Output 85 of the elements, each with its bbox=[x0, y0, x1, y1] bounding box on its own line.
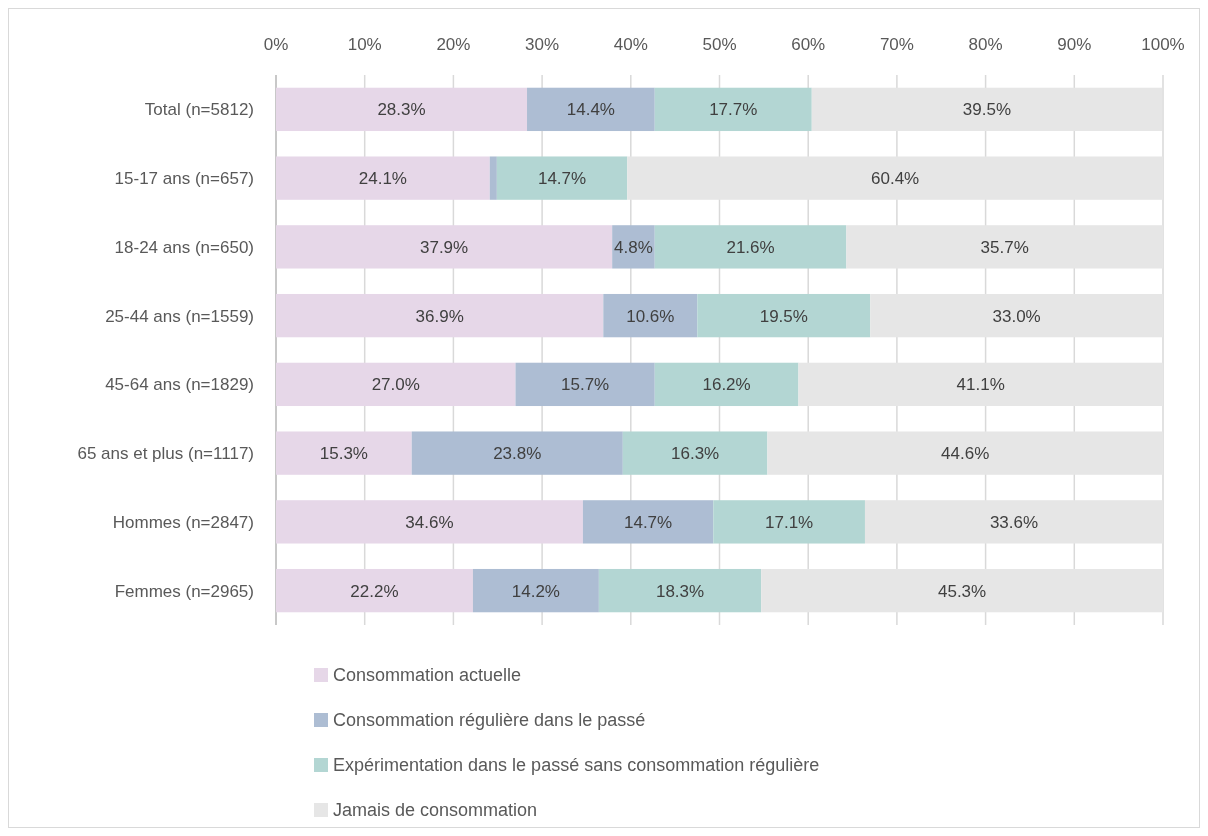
bar bbox=[603, 293, 698, 338]
y-tick-label: Hommes (n=2847) bbox=[112, 512, 254, 532]
x-tick-label: 90% bbox=[1057, 35, 1092, 54]
data-label: 18.3% bbox=[655, 581, 705, 601]
bar bbox=[622, 431, 768, 475]
bar bbox=[276, 156, 490, 200]
data-label: 45.3% bbox=[937, 581, 987, 601]
bar bbox=[276, 87, 528, 132]
bar bbox=[598, 568, 762, 613]
x-tick-label: 70% bbox=[879, 35, 914, 54]
legend-label: Consommation régulière dans le passé bbox=[333, 710, 646, 731]
y-tick-label: 25-44 ans (n=1559) bbox=[105, 306, 254, 326]
bar bbox=[811, 87, 1163, 132]
bar bbox=[761, 568, 1163, 613]
x-tick-label: 60% bbox=[791, 35, 826, 54]
x-tick-label: 40% bbox=[613, 35, 648, 54]
data-label: 27.0% bbox=[371, 375, 420, 395]
bar bbox=[276, 293, 604, 338]
y-tick-label: 65 ans et plus (n=1117) bbox=[77, 444, 254, 464]
data-label: 39.5% bbox=[962, 100, 1012, 120]
bar bbox=[713, 500, 865, 544]
bar bbox=[276, 362, 516, 407]
legend-label: Expérimentation dans le passé sans consommation régulière bbox=[333, 755, 820, 776]
bar bbox=[582, 500, 714, 544]
data-label: 34.6% bbox=[405, 512, 454, 532]
data-label: 16.3% bbox=[671, 444, 720, 464]
data-label: 36.9% bbox=[415, 306, 464, 326]
y-tick-label: 45-64 ans (n=1829) bbox=[105, 375, 254, 395]
bar bbox=[489, 156, 497, 200]
bar bbox=[697, 293, 871, 338]
data-label: 15.7% bbox=[561, 375, 610, 395]
y-tick-label: Total (n=5812) bbox=[144, 100, 254, 120]
data-label: 10.6% bbox=[626, 306, 675, 326]
x-tick-label: 0% bbox=[263, 35, 289, 54]
x-tick-label: 80% bbox=[968, 35, 1003, 54]
bar bbox=[496, 156, 628, 200]
legend-label: Jamais de consommation bbox=[333, 800, 538, 821]
bar bbox=[411, 431, 623, 475]
bar bbox=[527, 87, 655, 132]
data-label: 33.0% bbox=[992, 306, 1041, 326]
bar bbox=[798, 362, 1163, 407]
bar bbox=[627, 156, 1163, 200]
data-label: 4.8% bbox=[614, 237, 653, 257]
data-label: 60.4% bbox=[871, 169, 920, 189]
bar bbox=[276, 225, 613, 269]
bar bbox=[654, 362, 799, 407]
data-label: 44.6% bbox=[941, 444, 990, 464]
bar bbox=[654, 87, 812, 132]
bar bbox=[864, 500, 1163, 544]
data-label: 35.7% bbox=[980, 237, 1029, 257]
bar bbox=[472, 568, 599, 613]
bar bbox=[515, 362, 655, 407]
x-tick-label: 30% bbox=[525, 35, 560, 54]
data-label: 23.8% bbox=[493, 444, 542, 464]
data-label: 14.2% bbox=[511, 581, 560, 601]
legend-label: Consommation actuelle bbox=[333, 665, 522, 686]
x-tick-label: 20% bbox=[436, 35, 471, 54]
x-tick-label: 100% bbox=[1141, 35, 1185, 54]
data-label: 28.3% bbox=[377, 100, 426, 120]
data-label: 14.7% bbox=[537, 169, 587, 189]
y-tick-label: Femmes (n=2965) bbox=[114, 581, 254, 601]
data-label: 16.2% bbox=[702, 375, 751, 395]
bar bbox=[276, 500, 583, 544]
data-label: 17.7% bbox=[709, 100, 758, 120]
bar bbox=[870, 293, 1163, 338]
data-label: 19.5% bbox=[759, 306, 808, 326]
data-label: 14.4% bbox=[566, 100, 615, 120]
data-label: 37.9% bbox=[419, 237, 469, 257]
bar bbox=[654, 225, 847, 269]
data-label: 41.1% bbox=[956, 375, 1005, 395]
bar bbox=[846, 225, 1163, 269]
data-label: 22.2% bbox=[350, 581, 399, 601]
bar bbox=[276, 431, 412, 475]
data-label: 33.6% bbox=[989, 512, 1039, 532]
x-tick-label: 10% bbox=[347, 35, 382, 54]
data-label: 14.7% bbox=[623, 512, 673, 532]
data-label: 24.1% bbox=[358, 169, 407, 189]
bar bbox=[276, 568, 473, 613]
y-tick-label: 18-24 ans (n=650) bbox=[114, 237, 254, 257]
x-tick-label: 50% bbox=[702, 35, 737, 54]
data-label: 15.3% bbox=[319, 444, 368, 464]
data-label: 17.1% bbox=[765, 512, 814, 532]
bar bbox=[767, 431, 1163, 475]
y-tick-label: 15-17 ans (n=657) bbox=[114, 169, 254, 189]
data-label: 21.6% bbox=[726, 237, 775, 257]
